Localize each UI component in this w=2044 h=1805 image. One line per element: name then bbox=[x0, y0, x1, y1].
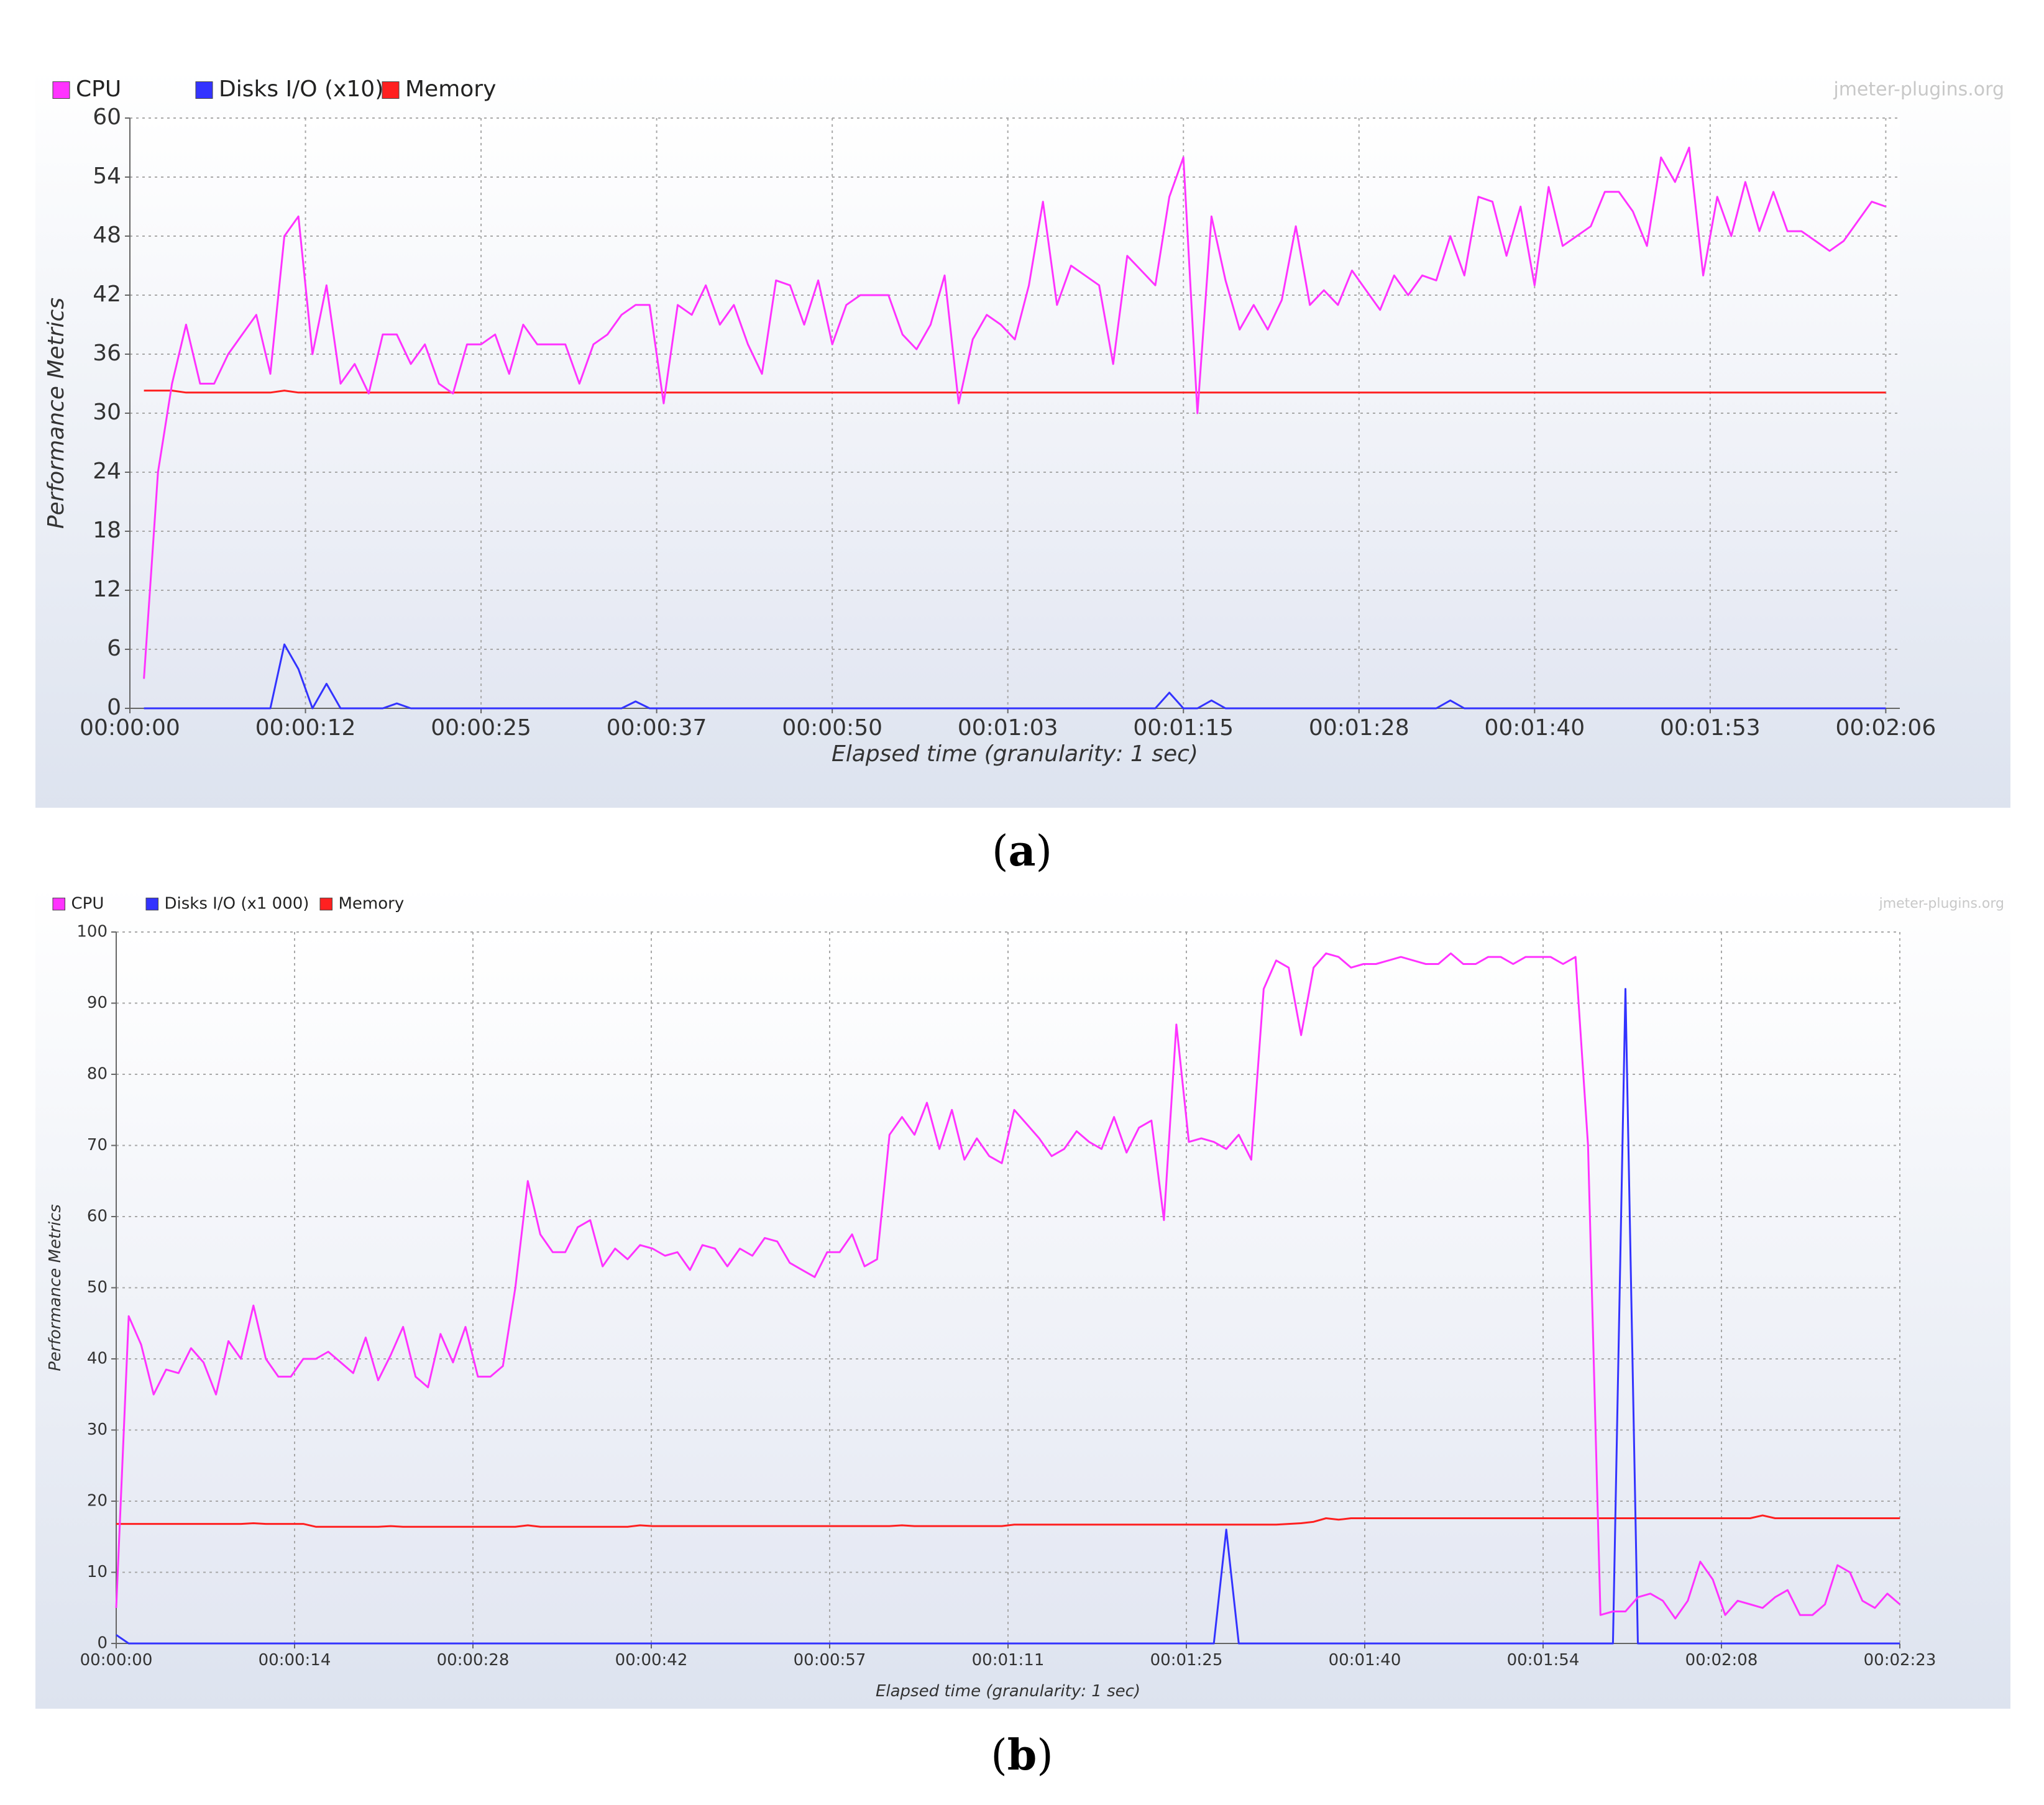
chart-b-legend-swatch-2 bbox=[319, 897, 332, 911]
chart-b-y-tick-label: 40 bbox=[87, 1350, 108, 1368]
chart-a-x-tick-label: 00:01:28 bbox=[1309, 715, 1409, 741]
chart-b-x-tick-label: 00:00:42 bbox=[615, 1651, 688, 1670]
chart-a-y-tick-label: 36 bbox=[93, 340, 121, 366]
chart-a-x-tick-label: 00:01:03 bbox=[958, 715, 1058, 741]
chart-a-y-tick-label: 42 bbox=[93, 281, 121, 307]
chart-b-series-line-2 bbox=[116, 1514, 1900, 1528]
chart-b-x-tick-label: 00:00:28 bbox=[437, 1651, 510, 1670]
chart-b-y-tick-label: 10 bbox=[87, 1563, 108, 1581]
chart-b-y-tick-label: 90 bbox=[87, 994, 108, 1012]
chart-a-legend-swatch-2 bbox=[382, 81, 400, 99]
chart-b-svg: 0 10 20 30 40 50 60 70 80 90 100 00:00:00 00:00:14 00… bbox=[35, 885, 2010, 1709]
chart-b-y-tick-label: 80 bbox=[87, 1065, 108, 1084]
caption-a-letter: a bbox=[1008, 826, 1036, 876]
chart-b-x-tick-label: 00:01:40 bbox=[1329, 1651, 1401, 1670]
chart-a-x-tick-label: 00:02:06 bbox=[1836, 715, 1936, 741]
chart-b-x-tick-label: 00:00:00 bbox=[80, 1651, 153, 1670]
chart-a-legend-label-0: CPU bbox=[76, 76, 121, 102]
chart-a-x-tick-label: 00:01:40 bbox=[1484, 715, 1585, 741]
chart-a-y-tick-label: 0 bbox=[107, 695, 121, 720]
chart-b-legend-swatch-0 bbox=[52, 897, 65, 911]
caption-a: (a) bbox=[991, 826, 1053, 876]
chart-b-y-tick-label: 20 bbox=[87, 1492, 108, 1510]
chart-b-legend-label-0: CPU bbox=[71, 895, 104, 913]
chart-a-y-tick-label: 12 bbox=[93, 577, 121, 602]
chart-b-y-tick-label: 50 bbox=[87, 1278, 108, 1297]
chart-b-series-line-0 bbox=[115, 952, 1900, 1620]
chart-a-x-tick-label: 00:00:37 bbox=[607, 715, 707, 741]
chart-b-x-tick-label: 00:01:54 bbox=[1507, 1651, 1580, 1670]
chart-b-x-tick-label: 00:00:14 bbox=[259, 1651, 331, 1670]
chart-a-series-line-2 bbox=[144, 390, 1886, 394]
chart-a-y-axis-title: Performance Metrics bbox=[44, 298, 69, 529]
chart-b-y-tick-label: 0 bbox=[97, 1634, 108, 1653]
chart-a-legend-label-2: Memory bbox=[405, 76, 496, 102]
chart-a-x-tick-label: 00:00:12 bbox=[255, 715, 356, 741]
caption-b: (b) bbox=[991, 1730, 1053, 1780]
chart-a-y-tick-label: 48 bbox=[93, 222, 121, 248]
chart-panel-b: 0 10 20 30 40 50 60 70 80 90 100 00:00:00 00:00:14 00… bbox=[35, 885, 2010, 1709]
chart-b-x-tick-label: 00:02:23 bbox=[1864, 1651, 1936, 1670]
chart-a-x-tick-label: 00:01:15 bbox=[1133, 715, 1234, 741]
chart-a-legend-label-1: Disks I/O (x10) bbox=[219, 76, 383, 102]
chart-a-y-tick-label: 24 bbox=[93, 459, 121, 484]
chart-a-y-tick-label: 54 bbox=[93, 163, 121, 189]
chart-a-x-tick-label: 00:00:00 bbox=[80, 715, 180, 741]
chart-a-watermark: jmeter-plugins.org bbox=[1833, 79, 2004, 101]
chart-a-y-tick-label: 18 bbox=[93, 518, 121, 543]
chart-a-y-tick-label: 60 bbox=[93, 104, 121, 130]
chart-a-series-line-0 bbox=[143, 147, 1886, 679]
chart-a-y-tick-label: 30 bbox=[93, 400, 121, 425]
chart-a-legend-swatch-0 bbox=[52, 81, 70, 99]
chart-a-y-tick-label: 6 bbox=[107, 636, 121, 661]
chart-panel-a: 0 6 12 18 24 30 36 42 48 54 60 00:00:00 00:00:12 00:0… bbox=[35, 68, 2010, 808]
chart-b-series-line-1 bbox=[116, 988, 1900, 1645]
chart-b-y-tick-label: 60 bbox=[87, 1207, 108, 1226]
caption-b-letter: b bbox=[1007, 1730, 1037, 1780]
chart-b-x-axis-title: Elapsed time (granularity: 1 sec) bbox=[876, 1682, 1140, 1701]
chart-b-x-tick-label: 00:01:25 bbox=[1150, 1651, 1223, 1670]
chart-b-y-axis-title: Performance Metrics bbox=[46, 1204, 65, 1371]
chart-b-x-tick-label: 00:02:08 bbox=[1685, 1651, 1758, 1670]
chart-a-x-tick-label: 00:00:50 bbox=[782, 715, 882, 741]
chart-a-series-line-1 bbox=[144, 643, 1886, 710]
chart-a-x-tick-label: 00:00:25 bbox=[431, 715, 531, 741]
chart-b-y-tick-label: 30 bbox=[87, 1420, 108, 1439]
chart-a-legend-swatch-1 bbox=[195, 81, 213, 99]
chart-a-svg: 0 6 12 18 24 30 36 42 48 54 60 00:00:00 00:00:12 00:0… bbox=[35, 68, 2010, 808]
chart-b-x-tick-label: 00:01:11 bbox=[972, 1651, 1045, 1670]
chart-b-y-tick-label: 100 bbox=[76, 923, 108, 941]
chart-b-legend-label-1: Disks I/O (x1 000) bbox=[165, 895, 309, 913]
chart-b-legend-label-2: Memory bbox=[339, 895, 405, 913]
chart-a-x-tick-label: 00:01:53 bbox=[1660, 715, 1761, 741]
chart-a-x-axis-title: Elapsed time (granularity: 1 sec) bbox=[832, 741, 1198, 767]
chart-b-y-tick-label: 70 bbox=[87, 1136, 108, 1154]
chart-b-legend-swatch-1 bbox=[145, 897, 158, 911]
chart-b-x-tick-label: 00:00:57 bbox=[794, 1651, 866, 1670]
chart-b-watermark: jmeter-plugins.org bbox=[1879, 896, 2004, 912]
